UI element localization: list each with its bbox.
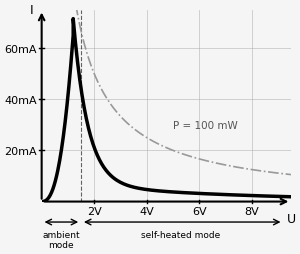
Text: I: I: [29, 4, 33, 17]
Text: P = 100 mW: P = 100 mW: [173, 120, 238, 130]
Text: ambient: ambient: [43, 230, 80, 239]
Text: self-heated mode: self-heated mode: [141, 230, 220, 239]
Text: U: U: [287, 212, 296, 225]
Text: mode: mode: [49, 240, 74, 249]
